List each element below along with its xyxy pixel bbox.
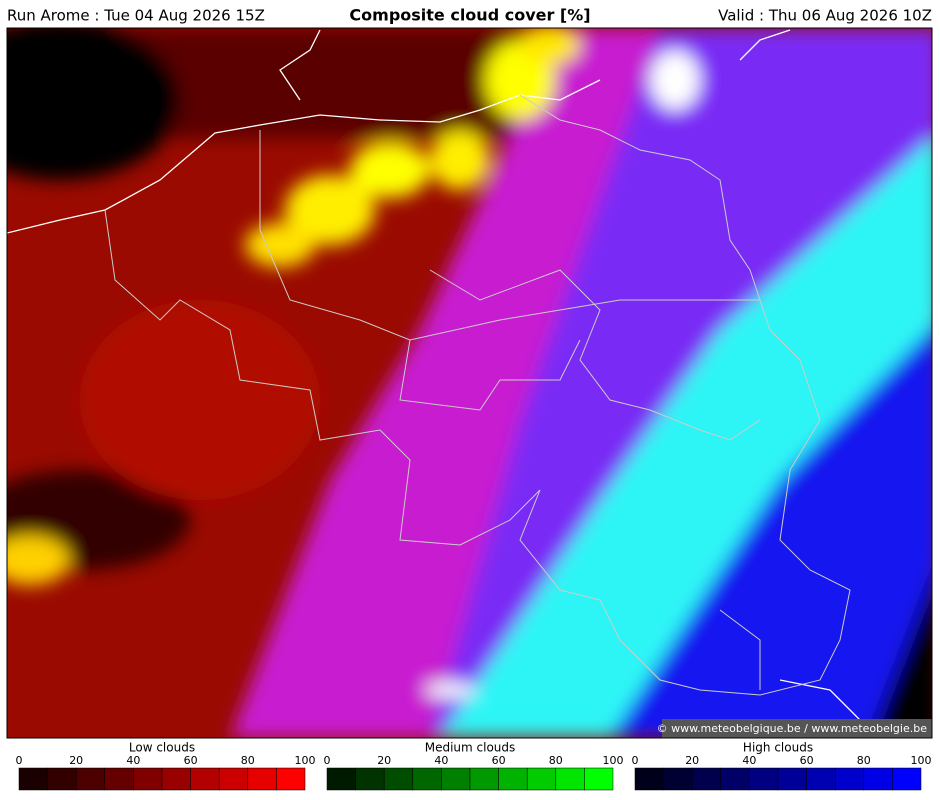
legend-tick-label: 100 xyxy=(295,754,316,767)
legend-tick-label: 20 xyxy=(69,754,83,767)
legend-swatch xyxy=(749,767,779,791)
legend-swatch xyxy=(412,767,442,791)
legend-swatch xyxy=(863,767,893,791)
legend-swatch xyxy=(720,767,750,791)
legend-swatch xyxy=(355,767,385,791)
legend-swatch xyxy=(498,767,528,791)
legend-swatch xyxy=(634,767,664,791)
legend-swatch xyxy=(326,767,356,791)
legend-swatch xyxy=(892,767,922,791)
run-label: Run Arome : Tue 04 Aug 2026 15Z xyxy=(7,7,265,25)
legend-swatch xyxy=(161,767,191,791)
legend-swatch xyxy=(584,767,614,791)
legend-swatch xyxy=(441,767,471,791)
legend-tick-label: 0 xyxy=(632,754,639,767)
legend-swatch xyxy=(663,767,693,791)
legend-swatch xyxy=(247,767,277,791)
legend-tick-label: 40 xyxy=(742,754,756,767)
legend-swatch xyxy=(276,767,306,791)
legend-tick-label: 0 xyxy=(324,754,331,767)
legend-title: Medium clouds xyxy=(425,741,516,755)
legend-title: Low clouds xyxy=(129,741,195,755)
valid-label: Valid : Thu 06 Aug 2026 10Z xyxy=(718,7,932,25)
legend-tick-label: 80 xyxy=(241,754,255,767)
copyright-box xyxy=(662,719,932,738)
legend-swatch xyxy=(691,767,722,791)
legend-tick-label: 60 xyxy=(800,754,814,767)
legend-swatch xyxy=(47,767,77,791)
legend-swatch xyxy=(806,767,836,791)
legend-swatch xyxy=(777,767,807,791)
legend-title: High clouds xyxy=(743,741,813,755)
map-frame xyxy=(6,27,933,739)
legend-swatch xyxy=(555,767,585,791)
legend-swatch xyxy=(469,767,499,791)
legend-tick-label: 0 xyxy=(16,754,23,767)
legend-swatch xyxy=(190,767,220,791)
legend-tick-label: 40 xyxy=(126,754,140,767)
legend-tick-label: 100 xyxy=(603,754,624,767)
legend-tick-label: 60 xyxy=(184,754,198,767)
cloud-map: © www.meteobelgique.be / www.meteobelgie… xyxy=(7,28,932,738)
legend-swatch xyxy=(526,767,557,791)
legend-swatch xyxy=(75,767,106,791)
legend-swatch xyxy=(218,767,249,791)
borders xyxy=(104,94,851,696)
legend-tick-label: 80 xyxy=(857,754,871,767)
map-title: Composite cloud cover [%] xyxy=(349,6,590,25)
legend-swatch xyxy=(133,767,163,791)
legend-swatch xyxy=(104,767,134,791)
legend-tick-label: 20 xyxy=(685,754,699,767)
legend-tick-label: 100 xyxy=(911,754,932,767)
legend-tick-label: 60 xyxy=(492,754,506,767)
copyright: © www.meteobelgique.be / www.meteobelgie… xyxy=(657,722,928,735)
legend-tick-label: 80 xyxy=(549,754,563,767)
legend-tick-label: 40 xyxy=(434,754,448,767)
legend-swatch xyxy=(834,767,865,791)
legend-tick-label: 20 xyxy=(377,754,391,767)
legend-swatch xyxy=(383,767,414,791)
legend-swatch xyxy=(18,767,48,791)
